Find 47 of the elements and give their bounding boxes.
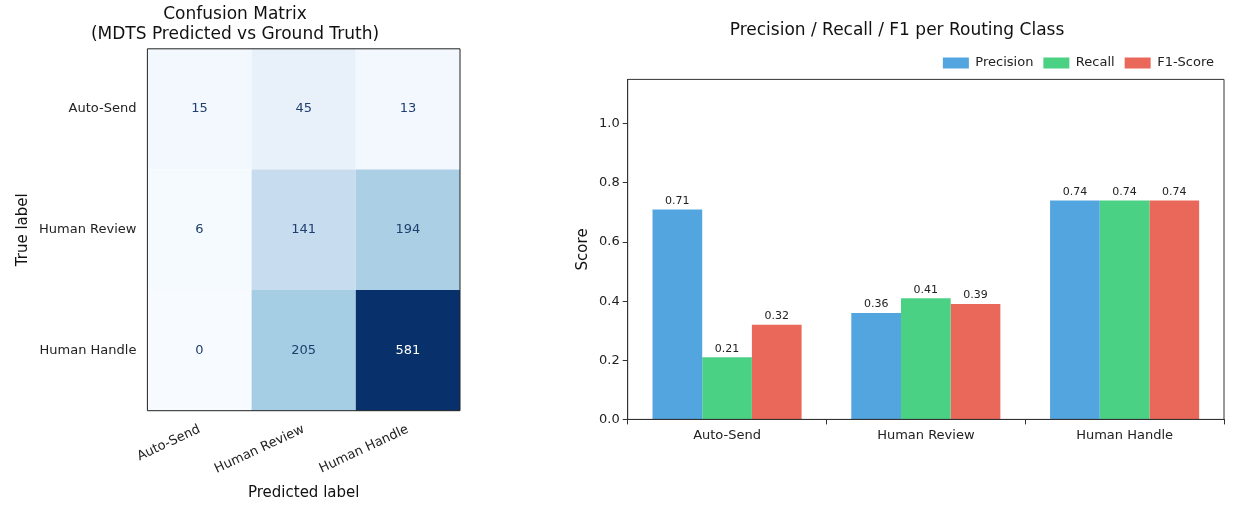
- data-label: 581: [395, 341, 421, 357]
- bar: [751, 324, 802, 419]
- bar: [1149, 200, 1200, 419]
- y-tick-label: Auto-Send: [68, 100, 137, 116]
- data-label: 0.39: [963, 288, 988, 302]
- bar: [652, 209, 703, 419]
- data-label: 0.32: [764, 309, 790, 323]
- y-tick-label: 0.8: [598, 174, 620, 190]
- y-axis-title: True label: [12, 193, 31, 268]
- legend-label: Precision: [975, 54, 1034, 70]
- x-tick-label: Human Review: [877, 426, 975, 442]
- x-tick-label: Human Handle: [1076, 426, 1174, 442]
- bar: [851, 312, 901, 419]
- data-label: 6: [195, 221, 204, 237]
- y-tick-label: 0.0: [598, 410, 620, 426]
- y-tick-label: 0.2: [598, 351, 620, 367]
- y-tick-label: 0.6: [598, 233, 620, 249]
- chart-title: Confusion Matrix (MDTS Predicted vs Ground Truth): [90, 2, 380, 44]
- x-axis-title: Predicted label: [247, 482, 360, 501]
- bar: [702, 357, 752, 419]
- data-label: 205: [291, 341, 317, 357]
- data-label: 0.74: [1112, 184, 1137, 198]
- data-label: 0.36: [863, 297, 889, 311]
- legend-label: F1-Score: [1157, 54, 1215, 70]
- bar: [950, 304, 1001, 419]
- y-tick-label: 1.0: [598, 115, 620, 131]
- bar: [1099, 200, 1150, 419]
- data-label: 0.74: [1162, 184, 1187, 198]
- y-tick-label: 0.4: [598, 292, 620, 308]
- y-axis-title: Score: [572, 228, 591, 271]
- data-label: 15: [191, 100, 208, 116]
- data-label: 194: [395, 221, 421, 237]
- data-label: 0: [195, 341, 204, 357]
- data-label: 0.74: [1062, 184, 1088, 198]
- data-label: 13: [399, 100, 417, 116]
- chart-title: Precision / Recall / F1 per Routing Class: [729, 18, 1065, 39]
- data-label: 0.41: [913, 282, 939, 296]
- legend-label: Recall: [1075, 54, 1115, 70]
- bar: [1050, 200, 1100, 419]
- y-tick-label: Human Handle: [39, 341, 137, 357]
- bar: [900, 298, 951, 419]
- y-tick-label: Human Review: [38, 221, 137, 237]
- data-label: 0.71: [665, 193, 690, 207]
- data-label: 141: [291, 221, 317, 237]
- data-label: 45: [295, 100, 312, 116]
- data-label: 0.21: [714, 341, 740, 355]
- x-tick-label: Auto-Send: [693, 426, 761, 442]
